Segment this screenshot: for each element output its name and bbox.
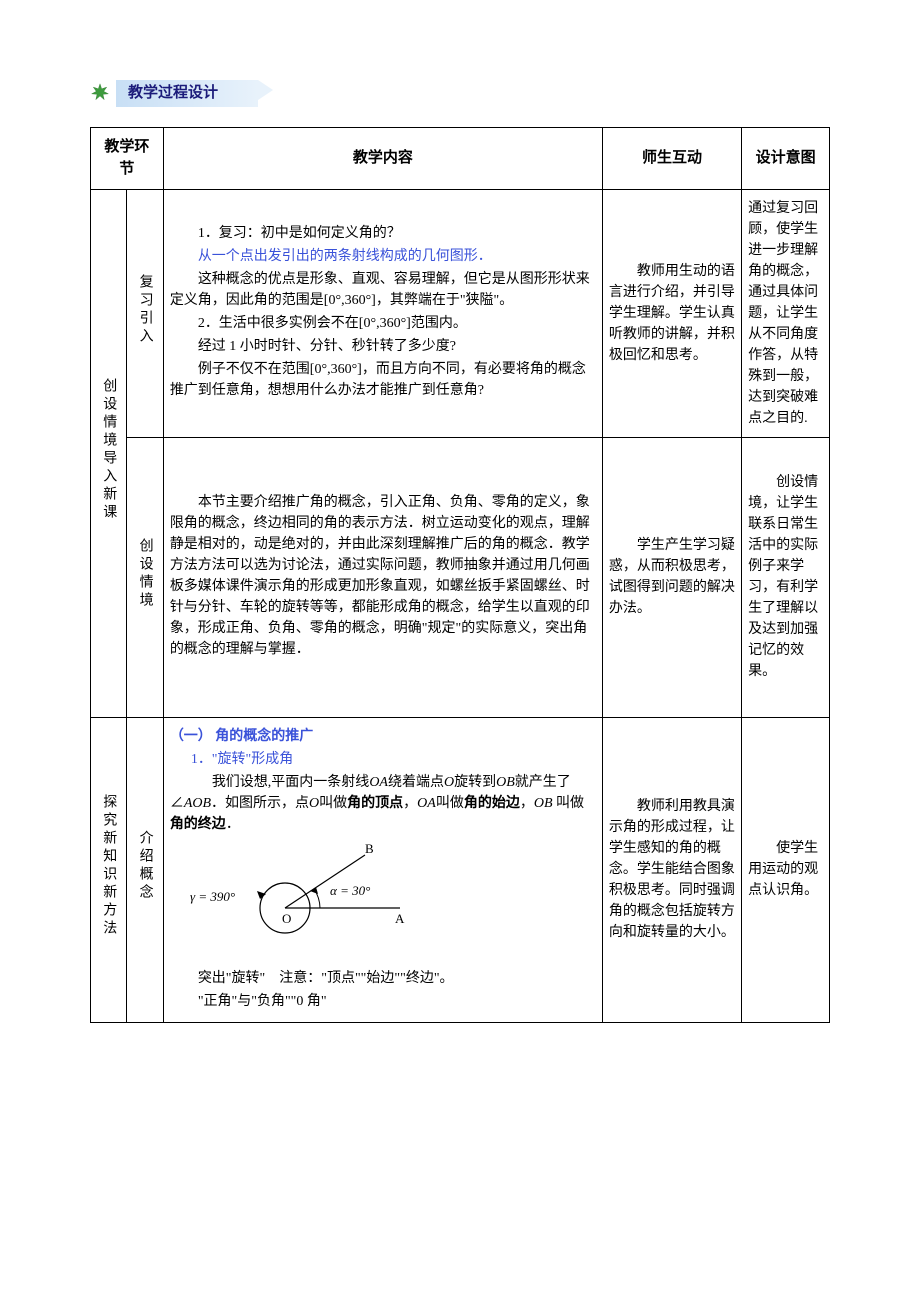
diagram-label-a: A (395, 911, 405, 926)
subphase-cell: 复习引入 (127, 189, 163, 437)
section-title: （一） 角的概念的推广 (170, 726, 596, 747)
subphase-label: 创设情境 (135, 538, 156, 610)
interaction-cell: 学生产生学习疑惑，从而积极思考，试图得到问题的解决办法。 (602, 437, 741, 717)
section-subtitle: 1．"旋转"形成角 (170, 749, 596, 770)
math-var: OB (496, 775, 515, 790)
content-line: 2．生活中很多实例会不在[0°,360°]范围内。 (170, 313, 596, 334)
text-frag: 绕着端点 (388, 775, 444, 790)
angle-diagram: B O A α = 30° γ = 390° (190, 843, 596, 960)
content-line-blue: 从一个点出发引出的两条射线构成的几何图形． (170, 246, 596, 267)
subphase-label: 介绍概念 (135, 830, 156, 902)
content-cell-1: 1．复习：初中是如何定义角的？ 从一个点出发引出的两条射线构成的几何图形． 这种… (163, 189, 602, 437)
text-frag: 叫做 (436, 796, 464, 811)
bold-term: 角的顶点 (347, 796, 403, 811)
content-cell-3: （一） 角的概念的推广 1．"旋转"形成角 我们设想,平面内一条射线OA绕着端点… (163, 717, 602, 1022)
interaction-cell: 教师用生动的语言进行介绍，并引导学生理解。学生认真听教师的讲解，并积极回忆和思考… (602, 189, 741, 437)
intent-cell: 通过复习回顾，使学生进一步理解角的概念，通过具体问题，让学生从不同角度作答，从特… (742, 189, 830, 437)
header-title: 教学过程设计 (116, 80, 258, 107)
diagram-gamma: γ = 390° (190, 889, 235, 904)
content-line: 这种概念的优点是形象、直观、容易理解，但它是从图形形状来定义角，因此角的范围是[… (170, 269, 596, 311)
intent-cell: 使学生用运动的观点认识角。 (742, 717, 830, 1022)
lesson-plan-table: 教学环节 教学内容 师生互动 设计意图 创设情境导入新课 复习引入 1．复习：初… (90, 127, 830, 1023)
interaction-text: 学生产生学习疑惑，从而积极思考，试图得到问题的解决办法。 (609, 535, 735, 619)
text-frag: 叫做 (319, 796, 347, 811)
phase-label: 探究新知识新方法 (98, 794, 119, 938)
subphase-cell: 创设情境 (127, 437, 163, 717)
bold-term: 角的始边 (464, 796, 520, 811)
intent-text: 通过复习回顾，使学生进一步理解角的概念，通过具体问题，让学生从不同角度作答，从特… (748, 198, 823, 429)
intent-text: 使学生用运动的观点认识角。 (748, 838, 823, 901)
content-para: 我们设想,平面内一条射线OA绕着端点O旋转到OB就产生了∠AOB．如图所示，点O… (170, 772, 596, 835)
text-frag: ． (226, 817, 240, 832)
math-var: OB (534, 796, 553, 811)
interaction-text: 教师用生动的语言进行介绍，并引导学生理解。学生认真听教师的讲解，并积极回忆和思考… (609, 261, 735, 366)
diagram-alpha: α = 30° (330, 883, 370, 898)
math-var: OA (417, 796, 436, 811)
header-content: 教学内容 (163, 127, 602, 189)
phase-cell: 探究新知识新方法 (91, 717, 127, 1022)
section-header: 教学过程设计 (90, 80, 830, 107)
table-header-row: 教学环节 教学内容 师生互动 设计意图 (91, 127, 830, 189)
content-line: 例子不仅不在范围[0°,360°]，而且方向不同，有必要将角的概念推广到任意角，… (170, 359, 596, 401)
diagram-label-b: B (365, 843, 374, 856)
text-frag: 旋转到 (454, 775, 496, 790)
table-row: 创设情境导入新课 复习引入 1．复习：初中是如何定义角的？ 从一个点出发引出的两… (91, 189, 830, 437)
phase-label: 创设情境导入新课 (98, 378, 119, 522)
content-line: 1．复习：初中是如何定义角的？ (170, 223, 596, 244)
intent-cell: 创设情境，让学生联系日常生活中的实际例子来学习，有利学生了理解以及达到加强记忆的… (742, 437, 830, 717)
text-frag: ， (403, 796, 417, 811)
math-var: O (309, 796, 319, 811)
content-note: "正角"与"负角""0 角" (170, 991, 596, 1012)
text-frag: 叫做 (553, 796, 585, 811)
subphase-cell: 介绍概念 (127, 717, 163, 1022)
phase-cell: 创设情境导入新课 (91, 189, 127, 717)
math-var: OA (369, 775, 388, 790)
table-row: 探究新知识新方法 介绍概念 （一） 角的概念的推广 1．"旋转"形成角 我们设想… (91, 717, 830, 1022)
interaction-text: 教师利用教具演示角的形成过程，让学生感知的角的概念。学生能结合图象积极思考。同时… (609, 796, 735, 943)
text-frag: 我们设想,平面内一条射线 (212, 775, 370, 790)
header-interaction: 师生互动 (602, 127, 741, 189)
interaction-cell: 教师利用教具演示角的形成过程，让学生感知的角的概念。学生能结合图象积极思考。同时… (602, 717, 741, 1022)
text-frag: ．如图所示，点 (211, 796, 309, 811)
content-line: 经过 1 小时时针、分针、秒针转了多少度? (170, 336, 596, 357)
subphase-label: 复习引入 (135, 274, 156, 346)
math-var: O (444, 775, 454, 790)
diagram-label-o: O (282, 911, 291, 926)
bold-term: 角的终边 (170, 817, 226, 832)
table-row: 创设情境 本节主要介绍推广角的概念，引入正角、负角、零角的定义，象限角的概念，终… (91, 437, 830, 717)
text-frag: ， (520, 796, 534, 811)
header-intent: 设计意图 (742, 127, 830, 189)
content-cell-2: 本节主要介绍推广角的概念，引入正角、负角、零角的定义，象限角的概念，终边相同的角… (163, 437, 602, 717)
content-note: 突出"旋转" 注意："顶点""始边""终边"。 (170, 968, 596, 989)
header-phase: 教学环节 (91, 127, 164, 189)
intent-text: 创设情境，让学生联系日常生活中的实际例子来学习，有利学生了理解以及达到加强记忆的… (748, 472, 823, 682)
math-var: AOB (184, 796, 211, 811)
star-icon (90, 83, 110, 103)
content-para: 本节主要介绍推广角的概念，引入正角、负角、零角的定义，象限角的概念，终边相同的角… (170, 492, 596, 660)
